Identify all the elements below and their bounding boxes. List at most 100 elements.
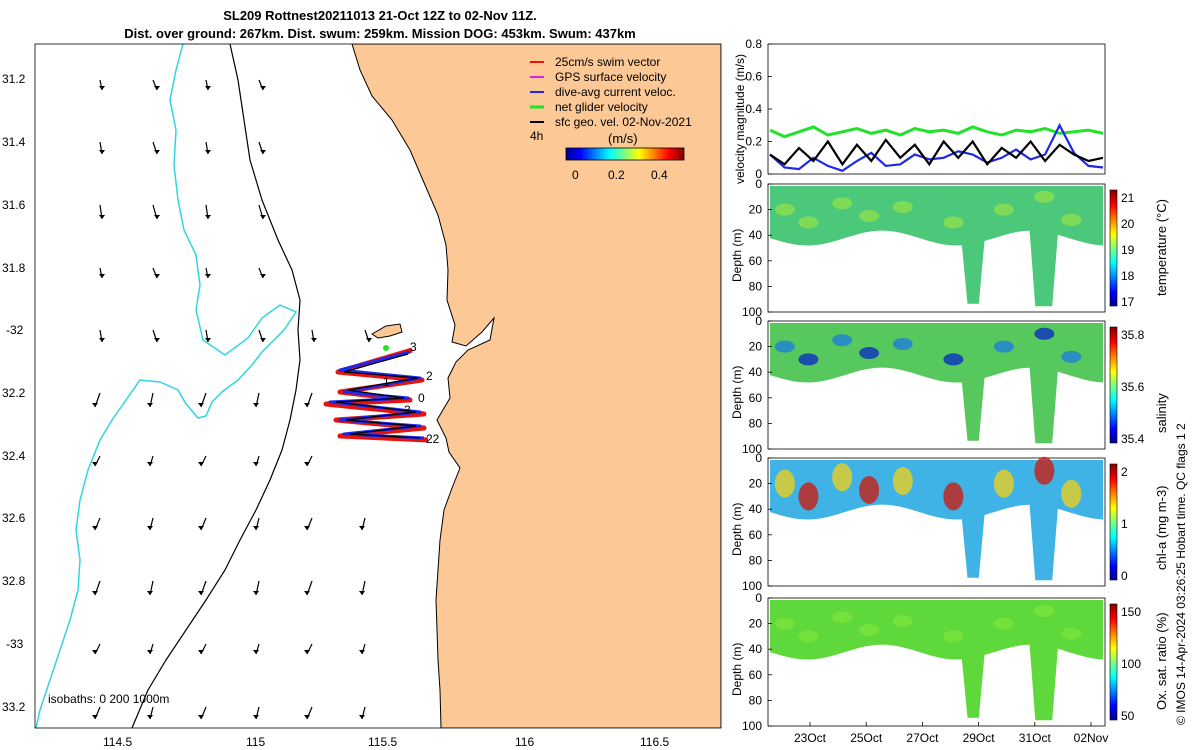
section-ctick-0-1: 18 [1121, 269, 1135, 283]
velocity-arrowhead-22 [92, 403, 98, 407]
velocity-series-0 [769, 125, 1104, 139]
lat-tick-7: 32.6 [2, 511, 26, 525]
velocity-arrowhead-17 [154, 338, 160, 342]
velocity-arrowhead-27 [92, 462, 98, 466]
velocity-arrowhead-5 [154, 150, 160, 154]
velocity-arrowhead-10 [205, 215, 211, 219]
section-ytick-3-4: 80 [749, 693, 763, 707]
section-panel-2: 0 20 40 60 80 100 Depth (m) 0 1 2 chl-a (mg m-3) [730, 451, 1169, 593]
section-ylabel-2: Depth (m) [730, 503, 744, 556]
section-ylabel-3: Depth (m) [730, 643, 744, 696]
velocity-arrowhead-37 [359, 526, 365, 530]
track-black [335, 353, 421, 439]
section-patch-0-4 [892, 201, 913, 214]
velocity-ytick-3: 0.6 [745, 70, 762, 84]
velocity-arrowhead-40 [198, 591, 204, 595]
section-ytick-1-1: 20 [749, 340, 763, 354]
section-fill-3 [770, 600, 1103, 721]
section-ytick-0-0: 0 [755, 177, 762, 191]
section-panel-3: 0 20 40 60 80 100 Depth (m) 50 100 150 Ox. sat. ra… [730, 591, 1169, 733]
velocity-arrowhead-43 [359, 591, 365, 595]
velocity-arrowhead-28 [147, 462, 153, 466]
velocity-arrowhead-48 [304, 650, 310, 654]
velocity-arrowhead-13 [154, 274, 160, 278]
section-patch-1-1 [798, 353, 819, 366]
section-patch-0-3 [859, 210, 880, 222]
velocity-arrowhead-51 [147, 715, 153, 719]
section-ytick-0-1: 20 [749, 203, 763, 217]
section-patch-0-7 [1034, 190, 1055, 203]
velocity-arrowhead-53 [253, 715, 259, 719]
velocity-arrowhead-9 [154, 215, 160, 219]
lat-tick-2: 31.6 [2, 198, 26, 212]
section-patch-3-0 [774, 617, 795, 630]
isobath-legend: isobaths: 0 200 1000m [48, 692, 169, 706]
legend-diveavg-label: dive-avg current veloc. [555, 85, 676, 99]
section-ytick-2-0: 0 [755, 451, 762, 465]
section-patch-3-7 [1034, 604, 1055, 617]
map-legend: 25cm/s swim vector GPS surface velocity … [530, 55, 692, 182]
velocity-arrowhead-12 [99, 274, 105, 278]
velocity-arrowhead-31 [304, 462, 310, 466]
lon-tick-1: 115 [246, 735, 265, 749]
section-ctick-3-0: 50 [1121, 709, 1135, 723]
section-ytick-2-5: 100 [742, 579, 762, 593]
lon-tick-3: 116 [515, 735, 534, 749]
legend-swim-label: 25cm/s swim vector [555, 55, 660, 69]
section-patch-3-1 [798, 630, 819, 643]
velocity-arrowhead-45 [147, 650, 153, 654]
velocity-arrowhead-19 [260, 338, 266, 342]
velocity-arrowhead-16 [99, 338, 105, 342]
velocity-series [769, 122, 1104, 173]
section-colorbar-0 [1109, 189, 1118, 307]
section-panel-1: 0 20 40 60 80 100 Depth (m) 35.4 35.6 35.8 salinit… [730, 314, 1169, 456]
velocity-arrowhead-0 [99, 86, 105, 90]
section-ylabel-0: Depth (m) [730, 229, 744, 282]
section-ctick-1-2: 35.8 [1121, 328, 1145, 342]
section-patch-3-6 [993, 617, 1014, 630]
section-patch-0-0 [774, 203, 795, 216]
velocity-ytick-1: 0.2 [745, 135, 762, 149]
velocity-arrowhead-6 [205, 150, 211, 154]
lat-tick-0: 31.2 [2, 72, 26, 86]
velocity-arrowhead-14 [205, 274, 211, 278]
map-lat-axis: 31.2 31.4 31.6 31.8 -32 32.2 32.4 32.6 3… [2, 72, 26, 714]
section-patch-2-1 [798, 482, 819, 511]
section-patch-1-7 [1034, 327, 1055, 340]
section-patch-2-7 [1034, 456, 1055, 485]
velocity-arrowhead-18 [205, 338, 211, 342]
section-ctick-2-2: 2 [1121, 465, 1128, 479]
track-label-5: 22 [426, 432, 440, 446]
velocity-arrowhead-8 [99, 215, 105, 219]
velocity-panel: 0 0.2 0.4 0.6 0.8 velocity magnitude (m/s) [733, 37, 1106, 184]
section-ytick-3-5: 100 [742, 719, 762, 733]
lat-tick-8: 32.8 [2, 574, 26, 588]
velocity-arrowhead-47 [253, 650, 259, 654]
section-colorbar-3 [1109, 603, 1118, 721]
map-colorbar [565, 147, 685, 161]
velocity-arrowhead-41 [253, 591, 259, 595]
velocity-arrowhead-49 [359, 650, 365, 654]
velocity-series-2 [769, 138, 1104, 167]
section-ytick-2-3: 60 [749, 528, 763, 542]
section-ctick-2-0: 0 [1121, 569, 1128, 583]
lon-tick-2: 115.5 [368, 735, 397, 749]
section-patch-3-2 [832, 611, 853, 624]
section-patch-3-4 [892, 615, 913, 628]
velocity-series-1 [769, 122, 1104, 173]
map-lon-axis: 114.5 115 115.5 116 116.5 [103, 735, 669, 749]
glider-track [323, 345, 429, 443]
lat-tick-4: -32 [6, 323, 24, 337]
track-red [323, 347, 429, 443]
time-tick-0: 23Oct [794, 731, 827, 745]
section-ctick-0-2: 19 [1121, 243, 1135, 257]
legend-gps-label: GPS surface velocity [555, 70, 666, 84]
section-clabel-3: Ox. sat. ratio (%) [1154, 612, 1169, 710]
velocity-arrowhead-54 [304, 715, 310, 719]
section-patch-0-2 [832, 197, 853, 210]
lat-tick-1: 31.4 [2, 135, 26, 149]
section-clabel-2: chl-a (mg m-3) [1154, 485, 1169, 570]
lat-tick-6: 32.4 [2, 449, 26, 463]
section-ctick-0-4: 21 [1121, 191, 1135, 205]
velocity-arrowhead-23 [147, 403, 153, 407]
